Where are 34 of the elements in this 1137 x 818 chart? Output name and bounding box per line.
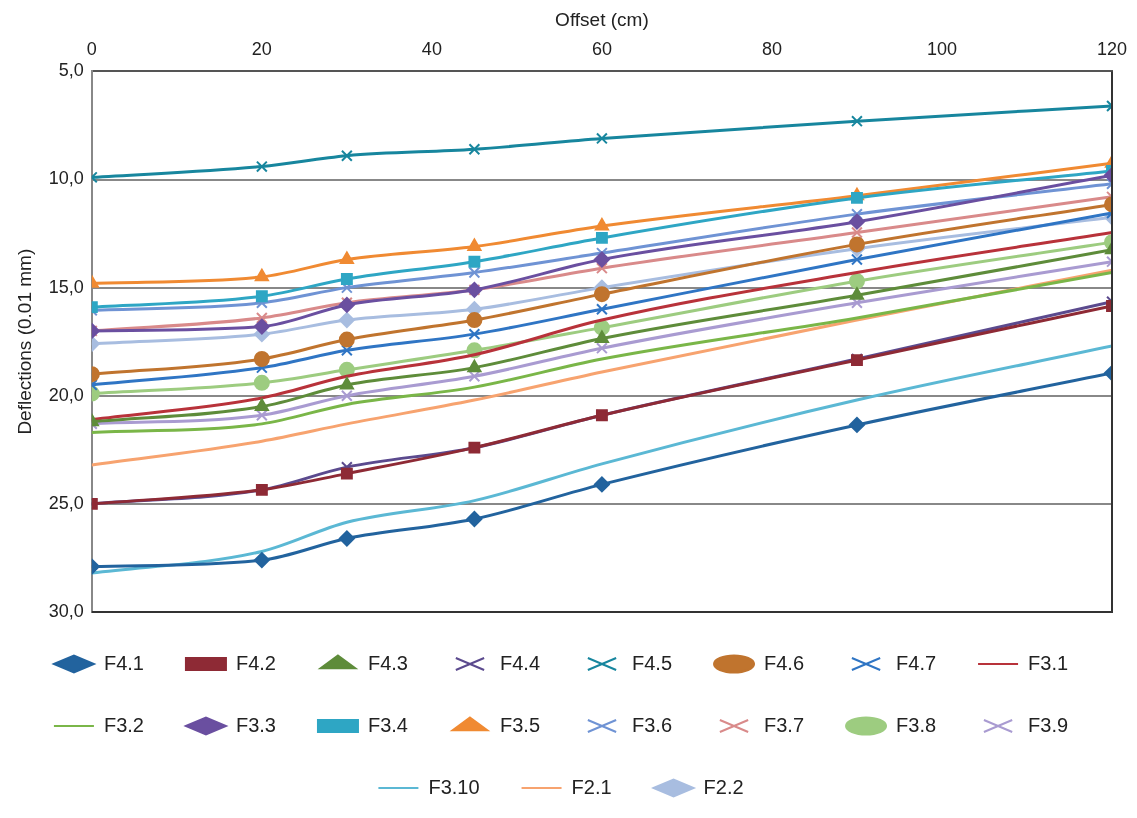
x-tick-label: 0: [86, 38, 97, 59]
legend-label: F2.1: [571, 775, 612, 798]
legend-label: F3.8: [896, 713, 937, 736]
legend-label: F4.5: [632, 651, 673, 674]
legend-label: F3.1: [1028, 651, 1069, 674]
legend-label: F2.2: [703, 775, 744, 798]
x-tick-label: 20: [251, 38, 272, 59]
legend-label: F3.4: [367, 713, 408, 736]
legend-label: F4.2: [235, 651, 276, 674]
x-tick-label: 60: [591, 38, 612, 59]
legend-label: F4.4: [499, 651, 541, 674]
y-tick-label: 25,0: [48, 492, 84, 513]
legend-label: F4.1: [103, 651, 144, 674]
y-tick-label: 10,0: [48, 168, 84, 189]
x-axis-title: Offset (cm): [555, 8, 649, 30]
x-tick-label: 120: [1096, 38, 1128, 59]
legend-label: F3.2: [103, 713, 144, 736]
legend-label: F4.6: [764, 651, 805, 674]
legend-label: F4.3: [367, 651, 408, 674]
x-tick-label: 80: [761, 38, 782, 59]
y-tick-label: 30,0: [48, 600, 84, 621]
legend-label: F3.9: [1028, 713, 1069, 736]
legend-label: F3.3: [235, 713, 276, 736]
x-tick-label: 100: [926, 38, 957, 59]
legend-label: F3.5: [499, 713, 541, 736]
legend-label: F3.6: [632, 713, 673, 736]
y-tick-label: 15,0: [48, 276, 84, 297]
y-tick-label: 20,0: [48, 384, 84, 405]
y-tick-label: 5,0: [58, 60, 84, 81]
y-axis-title: Deflections (0.01 mm): [13, 248, 35, 435]
legend-label: F3.10: [428, 775, 480, 798]
legend-label: F3.7: [764, 713, 805, 736]
x-tick-label: 40: [421, 38, 442, 59]
legend-label: F4.7: [896, 651, 937, 674]
